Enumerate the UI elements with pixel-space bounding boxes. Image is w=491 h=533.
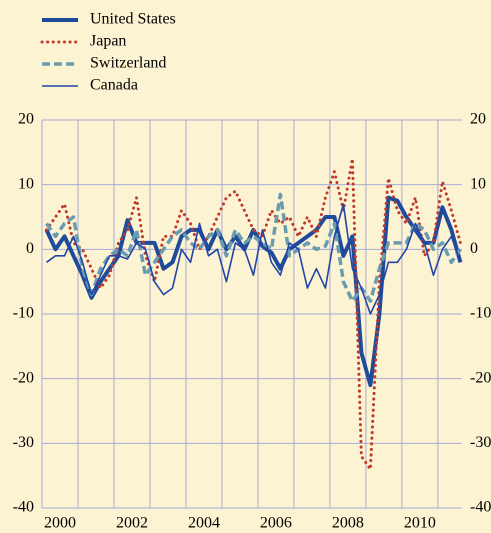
y-tick-label: 10 bbox=[18, 175, 34, 192]
legend-label: Switzerland bbox=[90, 55, 166, 72]
series-line bbox=[44, 195, 463, 388]
series-line bbox=[45, 192, 462, 303]
y2-tick-label: -40 bbox=[470, 499, 491, 516]
lines bbox=[44, 157, 463, 471]
labels: -40 -40 -30 -30 -20 -20 -10 -10 0 0 10 10 20 20 2000 20… bbox=[13, 111, 491, 532]
grid bbox=[41, 119, 462, 509]
y-tick-label: 20 bbox=[18, 111, 34, 128]
y2-tick-label: 0 bbox=[470, 240, 478, 257]
legend-label: Japan bbox=[90, 33, 126, 50]
series-line bbox=[45, 157, 462, 471]
x-tick-label: 2004 bbox=[188, 515, 220, 532]
y-tick-label: 0 bbox=[26, 240, 34, 257]
x-tick-label: 2010 bbox=[404, 515, 436, 532]
legend-label: United States bbox=[90, 11, 176, 28]
legend: United States Japan Switzerland Canada bbox=[40, 11, 176, 94]
legend-label: Canada bbox=[90, 77, 138, 94]
series-line bbox=[46, 203, 462, 315]
y-tick-label: -10 bbox=[13, 305, 34, 322]
y2-tick-label: 20 bbox=[470, 111, 486, 128]
y2-tick-label: -30 bbox=[470, 434, 491, 451]
y2-tick-label: -20 bbox=[470, 369, 491, 386]
y2-tick-label: -10 bbox=[470, 305, 491, 322]
y-tick-label: -40 bbox=[13, 499, 34, 516]
x-tick-label: 2002 bbox=[116, 515, 148, 532]
y-tick-label: -30 bbox=[13, 434, 34, 451]
y-tick-label: -20 bbox=[13, 369, 34, 386]
x-tick-label: 2008 bbox=[332, 515, 364, 532]
y2-tick-label: 10 bbox=[470, 175, 486, 192]
x-tick-label: 2006 bbox=[260, 515, 292, 532]
x-tick-label: 2000 bbox=[44, 515, 76, 532]
